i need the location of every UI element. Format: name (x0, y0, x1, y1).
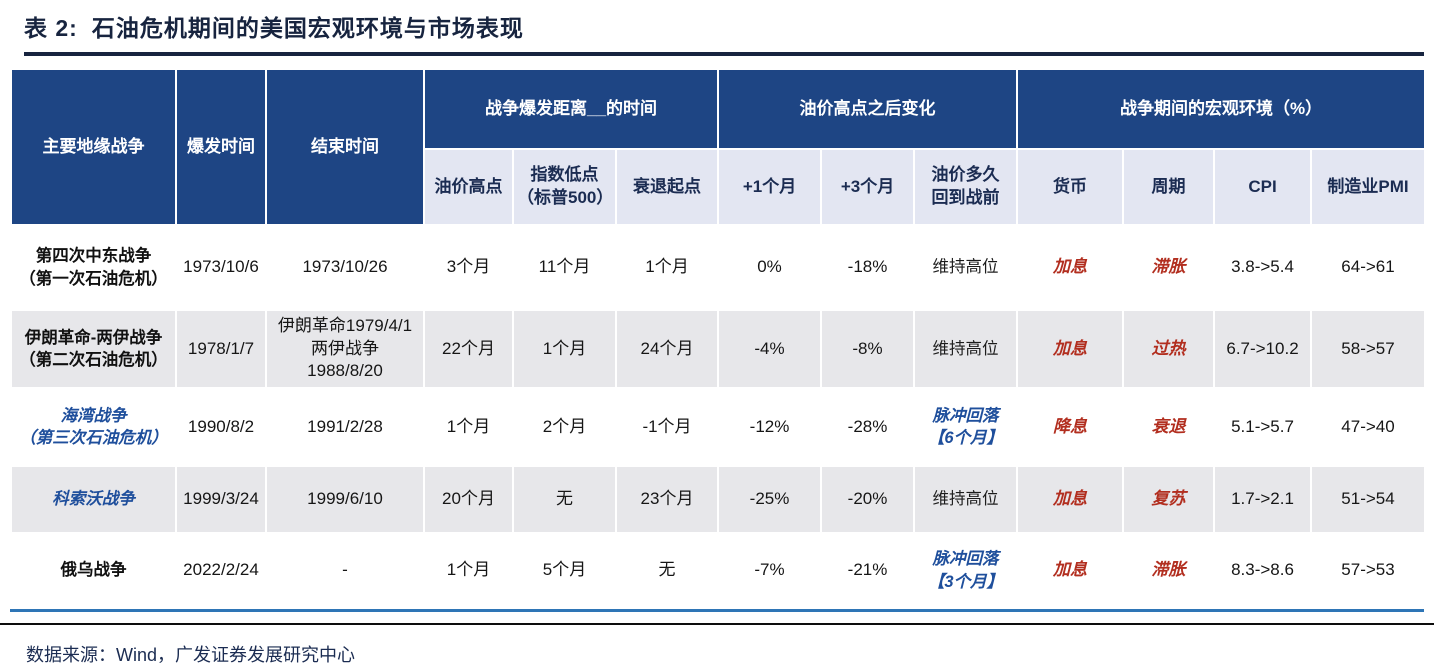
data-cell: 复苏 (1122, 465, 1216, 534)
data-cell: -1个月 (614, 387, 720, 467)
data-cell: -25% (717, 465, 823, 534)
data-cell: 加息 (1016, 465, 1125, 534)
data-cell: 1个月 (512, 309, 617, 389)
data-cell: 58->57 (1310, 309, 1427, 389)
page-title: 表 2: 石油危机期间的美国宏观环境与市场表现 (24, 9, 1424, 43)
title-underline (24, 52, 1424, 56)
data-cell: -18% (820, 224, 916, 311)
data-cell: 5.1->5.7 (1213, 387, 1313, 467)
data-cell: 过热 (1122, 309, 1216, 389)
data-cell: 维持高位 (913, 465, 1019, 534)
data-cell: -20% (820, 465, 916, 534)
data-cell: 11个月 (512, 224, 617, 311)
subcol-recession-start: 衰退起点 (614, 148, 720, 226)
data-cell: 加息 (1016, 532, 1125, 609)
data-cell: 加息 (1016, 309, 1125, 389)
data-cell: 1978/1/7 (175, 309, 267, 389)
subcol-cpi: CPI (1213, 148, 1313, 226)
subcol-plus-1m: +1个月 (717, 148, 823, 226)
data-cell: 22个月 (423, 309, 514, 389)
data-source-note: 数据来源：Wind，广发证券发展研究中心 (26, 645, 356, 665)
data-cell: 3.8->5.4 (1213, 224, 1313, 311)
data-cell: 2022/2/24 (175, 532, 267, 609)
table-row: 第四次中东战争 （第一次石油危机） 1973/10/6 1973/10/26 3个月 1… (10, 224, 1427, 311)
data-cell: 伊朗革命1979/4/1 两伊战争 1988/8/20 (265, 309, 425, 389)
subcol-oil-return: 油价多久 回到战前 (913, 148, 1019, 226)
data-cell: 降息 (1016, 387, 1125, 467)
data-cell: 1.7->2.1 (1213, 465, 1313, 534)
subcol-monetary: 货币 (1016, 148, 1125, 226)
data-cell: 47->40 (1310, 387, 1427, 467)
table-title-text: 石油危机期间的美国宏观环境与市场表现 (91, 15, 524, 41)
data-cell: -8% (820, 309, 916, 389)
subcol-oil-peak: 油价高点 (423, 148, 514, 226)
table-row: 科索沃战争 1999/3/24 1999/6/10 20个月无 23个月 -25% -20%… (10, 465, 1427, 534)
macro-table: 主要地缘战争 爆发时间 结束时间 战争爆发距离__的时间 油价高点之后变化 战争… (10, 68, 1427, 609)
table-title-block: 表 2: 石油危机期间的美国宏观环境与市场表现 (0, 0, 1434, 56)
data-cell: 1991/2/28 (265, 387, 425, 467)
data-cell: 1个月 (423, 532, 514, 609)
war-name-cell: 伊朗革命-两伊战争 （第二次石油危机） (10, 309, 177, 389)
group-header-after-oil-peak: 油价高点之后变化 (717, 68, 1019, 150)
data-cell: 1999/6/10 (265, 465, 425, 534)
data-cell: 加息 (1016, 224, 1125, 311)
data-cell: 1个月 (423, 387, 514, 467)
war-name-cell: 俄乌战争 (10, 532, 177, 609)
col-header-end-date: 结束时间 (265, 68, 425, 226)
table-number-label: 表 2: (24, 15, 78, 41)
data-cell: -7% (717, 532, 823, 609)
data-cell: 2个月 (512, 387, 617, 467)
data-cell: 5个月 (512, 532, 617, 609)
subcol-plus-3m: +3个月 (820, 148, 916, 226)
table-body: 第四次中东战争 （第一次石油危机） 1973/10/6 1973/10/26 3个月 1… (10, 224, 1427, 609)
data-cell: 8.3->8.6 (1213, 532, 1313, 609)
war-name-cell: 第四次中东战争 （第一次石油危机） (10, 224, 177, 311)
subcol-index-low: 指数低点 （标普500） (512, 148, 617, 226)
footer-divider (0, 623, 1434, 625)
data-cell: 20个月 (423, 465, 514, 534)
data-cell: 1973/10/6 (175, 224, 267, 311)
data-cell: 51->54 (1310, 465, 1427, 534)
data-cell: 1973/10/26 (265, 224, 425, 311)
data-cell: -4% (717, 309, 823, 389)
data-cell: 滞胀 (1122, 224, 1216, 311)
data-cell: 维持高位 (913, 224, 1019, 311)
war-name-cell: 科索沃战争 (10, 465, 177, 534)
data-cell: 23个月 (614, 465, 720, 534)
subcol-cycle: 周期 (1122, 148, 1216, 226)
group-header-time-to: 战争爆发距离__的时间 (422, 68, 720, 150)
war-name-cell: 海湾战争 （第三次石油危机） (10, 387, 177, 467)
table-header: 主要地缘战争 爆发时间 结束时间 战争爆发距离__的时间 油价高点之后变化 战争… (10, 68, 1427, 226)
data-cell: -21% (820, 532, 916, 609)
table-row: 俄乌战争 2022/2/24-1个月 5个月无 -7% -21% 脉冲回落 【3个月】 加息… (10, 532, 1427, 609)
macro-table-container: 主要地缘战争 爆发时间 结束时间 战争爆发距离__的时间 油价高点之后变化 战争… (10, 68, 1427, 612)
data-cell: - (265, 532, 425, 609)
header-group-row: 主要地缘战争 爆发时间 结束时间 战争爆发距离__的时间 油价高点之后变化 战争… (10, 68, 1427, 226)
data-cell: 57->53 (1310, 532, 1427, 609)
col-header-outbreak-date: 爆发时间 (175, 68, 267, 226)
data-cell: 无 (614, 532, 720, 609)
table-row: 海湾战争 （第三次石油危机） 1990/8/2 1991/2/28 1个月 2个月 -1个… (10, 387, 1427, 467)
table-row: 伊朗革命-两伊战争 （第二次石油危机） 1978/1/7 伊朗革命1979/4/1 … (10, 309, 1427, 389)
data-cell: 1个月 (614, 224, 720, 311)
group-header-macro-env: 战争期间的宏观环境（%） (1016, 68, 1427, 150)
data-cell: 滞胀 (1122, 532, 1216, 609)
data-cell: 6.7->10.2 (1213, 309, 1313, 389)
data-cell: 维持高位 (913, 309, 1019, 389)
data-cell: 1990/8/2 (175, 387, 267, 467)
data-cell: 无 (512, 465, 617, 534)
data-cell: 衰退 (1122, 387, 1216, 467)
data-cell: 0% (717, 224, 823, 311)
data-cell: 3个月 (423, 224, 514, 311)
data-cell: 1999/3/24 (175, 465, 267, 534)
subcol-pmi: 制造业PMI (1310, 148, 1427, 226)
data-cell: -12% (717, 387, 823, 467)
data-cell: 24个月 (614, 309, 720, 389)
data-cell: 64->61 (1310, 224, 1427, 311)
data-cell: -28% (820, 387, 916, 467)
data-cell: 脉冲回落 【3个月】 (913, 532, 1019, 609)
col-header-war: 主要地缘战争 (10, 68, 177, 226)
header-sub-row: 油价高点 指数低点 （标普500） 衰退起点 +1个月 +3个月 油价多久 回到… (11, 148, 1427, 226)
data-cell: 脉冲回落 【6个月】 (913, 387, 1019, 467)
